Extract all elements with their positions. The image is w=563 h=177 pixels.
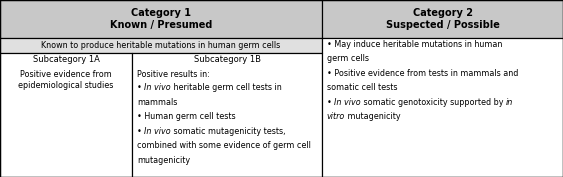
Text: •: •	[137, 127, 144, 136]
Bar	[322, 38, 563, 177]
Text: germ cells: germ cells	[327, 54, 369, 63]
Text: In vivo: In vivo	[144, 83, 171, 92]
Text: Positive evidence from
epidemiological studies: Positive evidence from epidemiological s…	[19, 70, 114, 90]
Text: In vivo: In vivo	[144, 127, 171, 136]
Text: •: •	[137, 83, 144, 92]
Text: Subcategory 1B: Subcategory 1B	[194, 55, 261, 64]
Text: mutagenicity: mutagenicity	[345, 112, 400, 121]
Text: •: •	[327, 98, 334, 107]
Bar	[0, 0, 322, 38]
Bar	[322, 0, 563, 38]
Text: • May induce heritable mutations in human: • May induce heritable mutations in huma…	[327, 40, 502, 49]
Text: Subcategory 1A: Subcategory 1A	[33, 55, 100, 64]
Text: Category 1
Known / Presumed: Category 1 Known / Presumed	[110, 8, 212, 30]
Text: • Human germ cell tests: • Human germ cell tests	[137, 112, 235, 121]
Bar	[0, 53, 132, 177]
Text: somatic genotoxicity supported by: somatic genotoxicity supported by	[360, 98, 506, 107]
Text: heritable germ cell tests in: heritable germ cell tests in	[171, 83, 282, 92]
Text: vitro: vitro	[327, 112, 345, 121]
Text: combined with some evidence of germ cell: combined with some evidence of germ cell	[137, 141, 311, 150]
Text: mutagenicity: mutagenicity	[137, 156, 190, 165]
Text: somatic mutagenicity tests,: somatic mutagenicity tests,	[171, 127, 285, 136]
Text: • Positive evidence from tests in mammals and: • Positive evidence from tests in mammal…	[327, 69, 518, 78]
Text: mammals: mammals	[137, 98, 177, 107]
Text: somatic cell tests: somatic cell tests	[327, 83, 397, 92]
Bar	[132, 53, 322, 177]
Text: Category 2
Suspected / Possible: Category 2 Suspected / Possible	[386, 8, 499, 30]
Text: In vivo: In vivo	[334, 98, 360, 107]
Text: Known to produce heritable mutations in human germ cells: Known to produce heritable mutations in …	[42, 41, 280, 50]
Text: in: in	[506, 98, 513, 107]
Text: Positive results in:: Positive results in:	[137, 70, 209, 79]
Bar	[0, 38, 322, 53]
